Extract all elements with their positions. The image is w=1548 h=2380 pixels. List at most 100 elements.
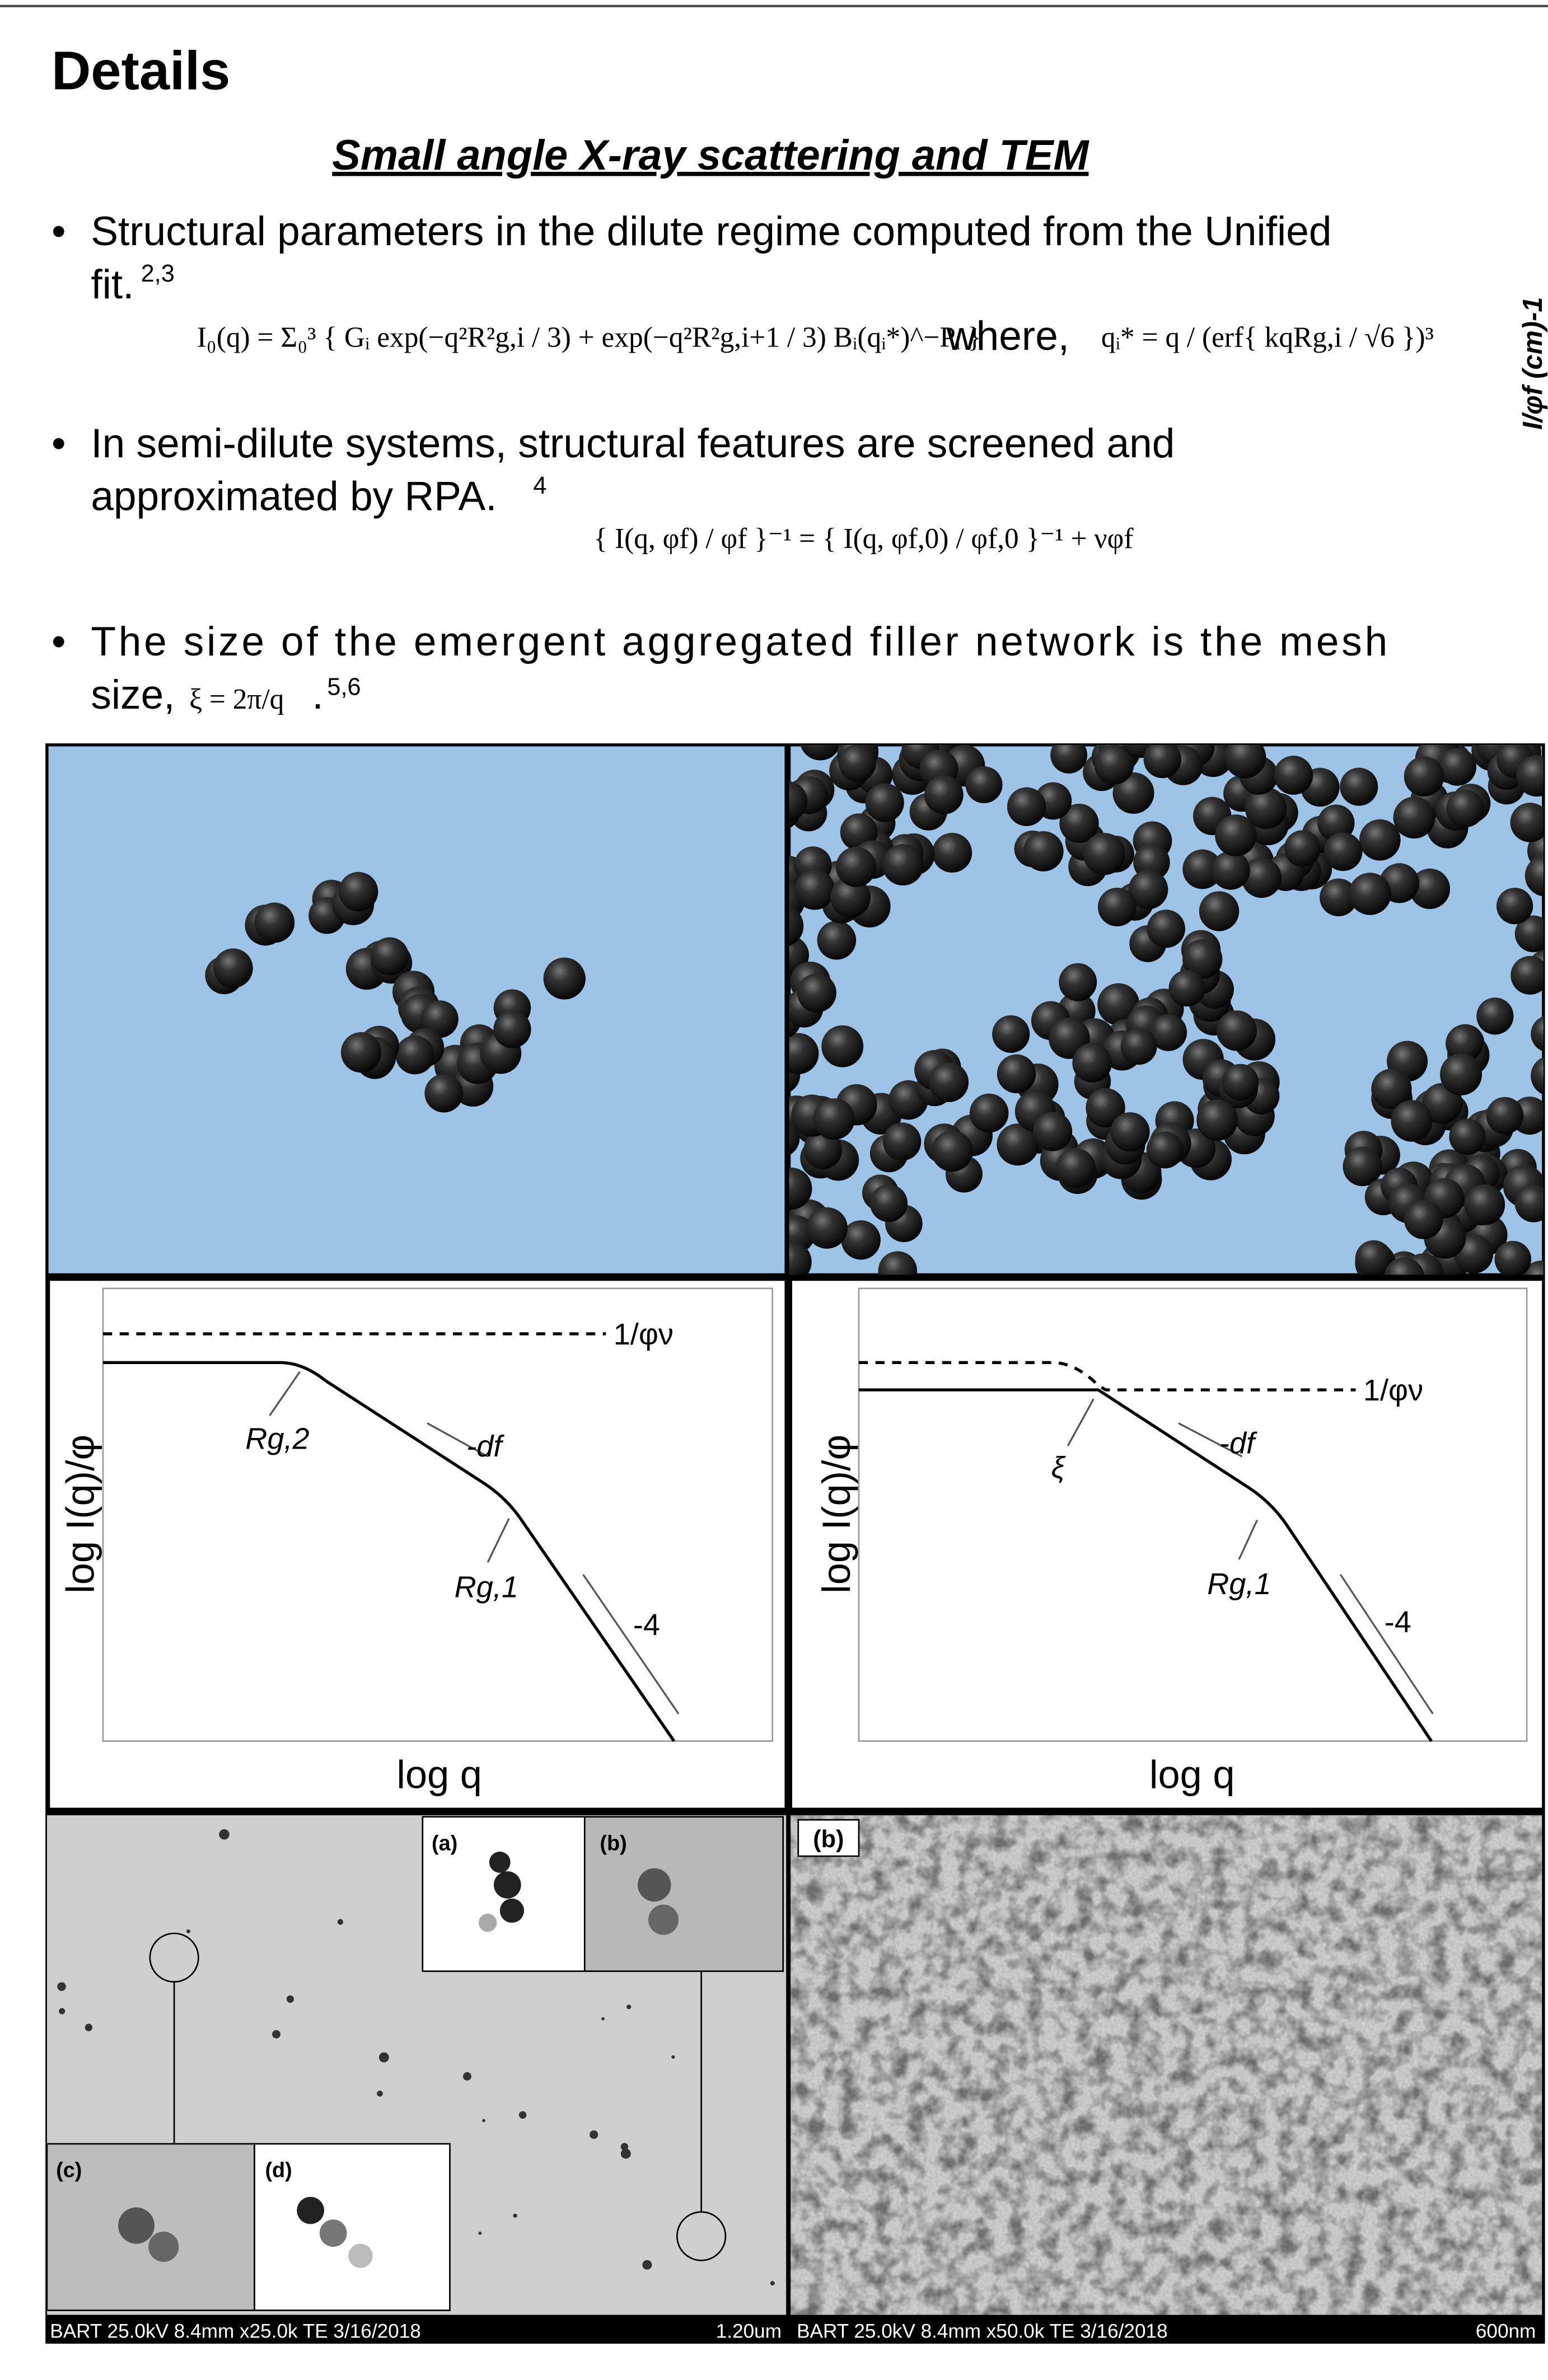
tem-grain bbox=[791, 1815, 1542, 2315]
x-axis-label: log q bbox=[1149, 1752, 1235, 1796]
inset-label: (b) bbox=[600, 1831, 626, 1855]
sphere bbox=[932, 1131, 973, 1172]
sphere bbox=[379, 2053, 389, 2063]
bullet: • bbox=[52, 619, 66, 664]
sphere bbox=[513, 2214, 517, 2218]
sphere bbox=[1449, 1118, 1485, 1155]
sphere bbox=[839, 744, 876, 782]
y-axis-label: log I(q)/φ bbox=[58, 1435, 102, 1594]
sphere bbox=[1404, 756, 1444, 797]
sphere bbox=[821, 1025, 863, 1067]
curve-label: Rg,1 bbox=[455, 1571, 518, 1604]
reference: 5,6 bbox=[327, 674, 361, 701]
sphere bbox=[1340, 768, 1378, 806]
sphere bbox=[377, 2091, 383, 2097]
sphere bbox=[1169, 970, 1205, 1006]
sphere bbox=[272, 2030, 280, 2039]
bullet-text: In semi-dilute systems, structural featu… bbox=[91, 421, 1175, 466]
curve-label: ξ bbox=[1051, 1451, 1067, 1484]
scale-label: 600nm bbox=[1476, 2320, 1536, 2342]
sphere bbox=[797, 973, 836, 1013]
sphere bbox=[1391, 1100, 1432, 1141]
inset-label: (d) bbox=[265, 2159, 292, 2182]
sphere bbox=[806, 1207, 848, 1249]
sphere bbox=[1349, 873, 1391, 915]
bullet: • bbox=[52, 209, 66, 254]
sphere bbox=[478, 2232, 481, 2235]
sphere bbox=[1510, 956, 1548, 995]
x-axis-label: log q bbox=[396, 1752, 482, 1796]
curve-label: -df bbox=[466, 1430, 504, 1463]
sphere bbox=[1224, 737, 1266, 779]
sphere bbox=[621, 2149, 631, 2159]
sphere bbox=[1110, 1112, 1149, 1151]
sphere bbox=[966, 766, 1003, 803]
sphere bbox=[1147, 910, 1185, 948]
sphere bbox=[817, 921, 857, 960]
sphere bbox=[493, 1010, 531, 1048]
sphere bbox=[219, 1829, 229, 1839]
sphere bbox=[519, 2111, 526, 2119]
bullet-text: size, bbox=[91, 672, 175, 718]
sphere bbox=[1476, 997, 1513, 1034]
title: Details bbox=[52, 40, 230, 101]
sphere bbox=[424, 1074, 463, 1113]
sphere bbox=[883, 1122, 921, 1160]
curve-label: -4 bbox=[633, 1608, 660, 1642]
sphere bbox=[1274, 756, 1313, 795]
sphere bbox=[932, 833, 972, 873]
sphere bbox=[287, 1995, 294, 2003]
sphere bbox=[770, 2281, 775, 2285]
sphere bbox=[186, 1929, 190, 1933]
equation: qᵢ* = q / (erf{ kqRg,i / √6 })³ bbox=[1101, 321, 1434, 353]
reference: 4 bbox=[533, 472, 546, 499]
sphere bbox=[1496, 888, 1533, 924]
reference: 2,3 bbox=[141, 260, 175, 287]
bullet-text: fit. bbox=[91, 262, 134, 307]
sphere bbox=[671, 2055, 675, 2059]
sphere bbox=[1323, 832, 1362, 871]
sphere bbox=[1510, 803, 1548, 842]
sphere bbox=[1438, 748, 1476, 786]
sphere bbox=[866, 783, 904, 822]
sphere bbox=[1464, 1184, 1505, 1225]
info-text: BART 25.0kV 8.4mm x25.0k TE 3/16/2018 bbox=[50, 2320, 421, 2342]
y-axis-label: log I(q)/φ bbox=[814, 1435, 858, 1594]
sphere bbox=[642, 2260, 652, 2270]
sphere bbox=[1056, 1148, 1096, 1188]
sphere bbox=[1217, 1010, 1257, 1051]
sphere bbox=[463, 2072, 471, 2081]
sphere bbox=[870, 1184, 908, 1222]
subtitle: Small angle X-ray scattering and TEM bbox=[332, 132, 1089, 179]
bullet-text: Structural parameters in the dilute regi… bbox=[91, 209, 1331, 254]
page: Details Small angle X-ray scattering and… bbox=[0, 0, 1548, 2380]
sphere bbox=[1440, 1053, 1482, 1095]
sphere bbox=[924, 775, 964, 814]
sphere bbox=[544, 958, 586, 1000]
curve-label: Rg,2 bbox=[245, 1422, 309, 1456]
sphere bbox=[997, 1055, 1036, 1093]
sphere bbox=[1144, 741, 1181, 778]
sphere bbox=[929, 1062, 969, 1102]
sphere bbox=[1007, 788, 1046, 826]
sphere bbox=[1447, 790, 1484, 827]
sphere bbox=[626, 2004, 631, 2009]
equation: { I(q, φf) / φf }⁻¹ = { I(q, φf,0) / φf,… bbox=[594, 523, 1134, 555]
sphere bbox=[341, 1032, 381, 1072]
sphere bbox=[1147, 1131, 1184, 1168]
sphere bbox=[338, 1919, 343, 1925]
connector: where, bbox=[946, 313, 1069, 359]
sphere bbox=[1121, 1028, 1157, 1065]
sphere bbox=[1215, 814, 1256, 856]
panel-label: (b) bbox=[813, 1826, 844, 1853]
sphere bbox=[799, 719, 841, 761]
bullet: • bbox=[52, 421, 66, 466]
sphere bbox=[395, 1036, 434, 1075]
curve-label: -4 bbox=[1385, 1605, 1411, 1639]
sphere bbox=[601, 2017, 605, 2021]
sphere bbox=[1196, 1099, 1238, 1141]
equation: ξ = 2π/q bbox=[189, 683, 284, 715]
inset-label: (c) bbox=[56, 2159, 82, 2182]
sphere bbox=[1212, 851, 1250, 889]
equation: I₀(q) = Σ₀³ { Gᵢ exp(−q²R²g,i / 3) + exp… bbox=[197, 321, 981, 353]
